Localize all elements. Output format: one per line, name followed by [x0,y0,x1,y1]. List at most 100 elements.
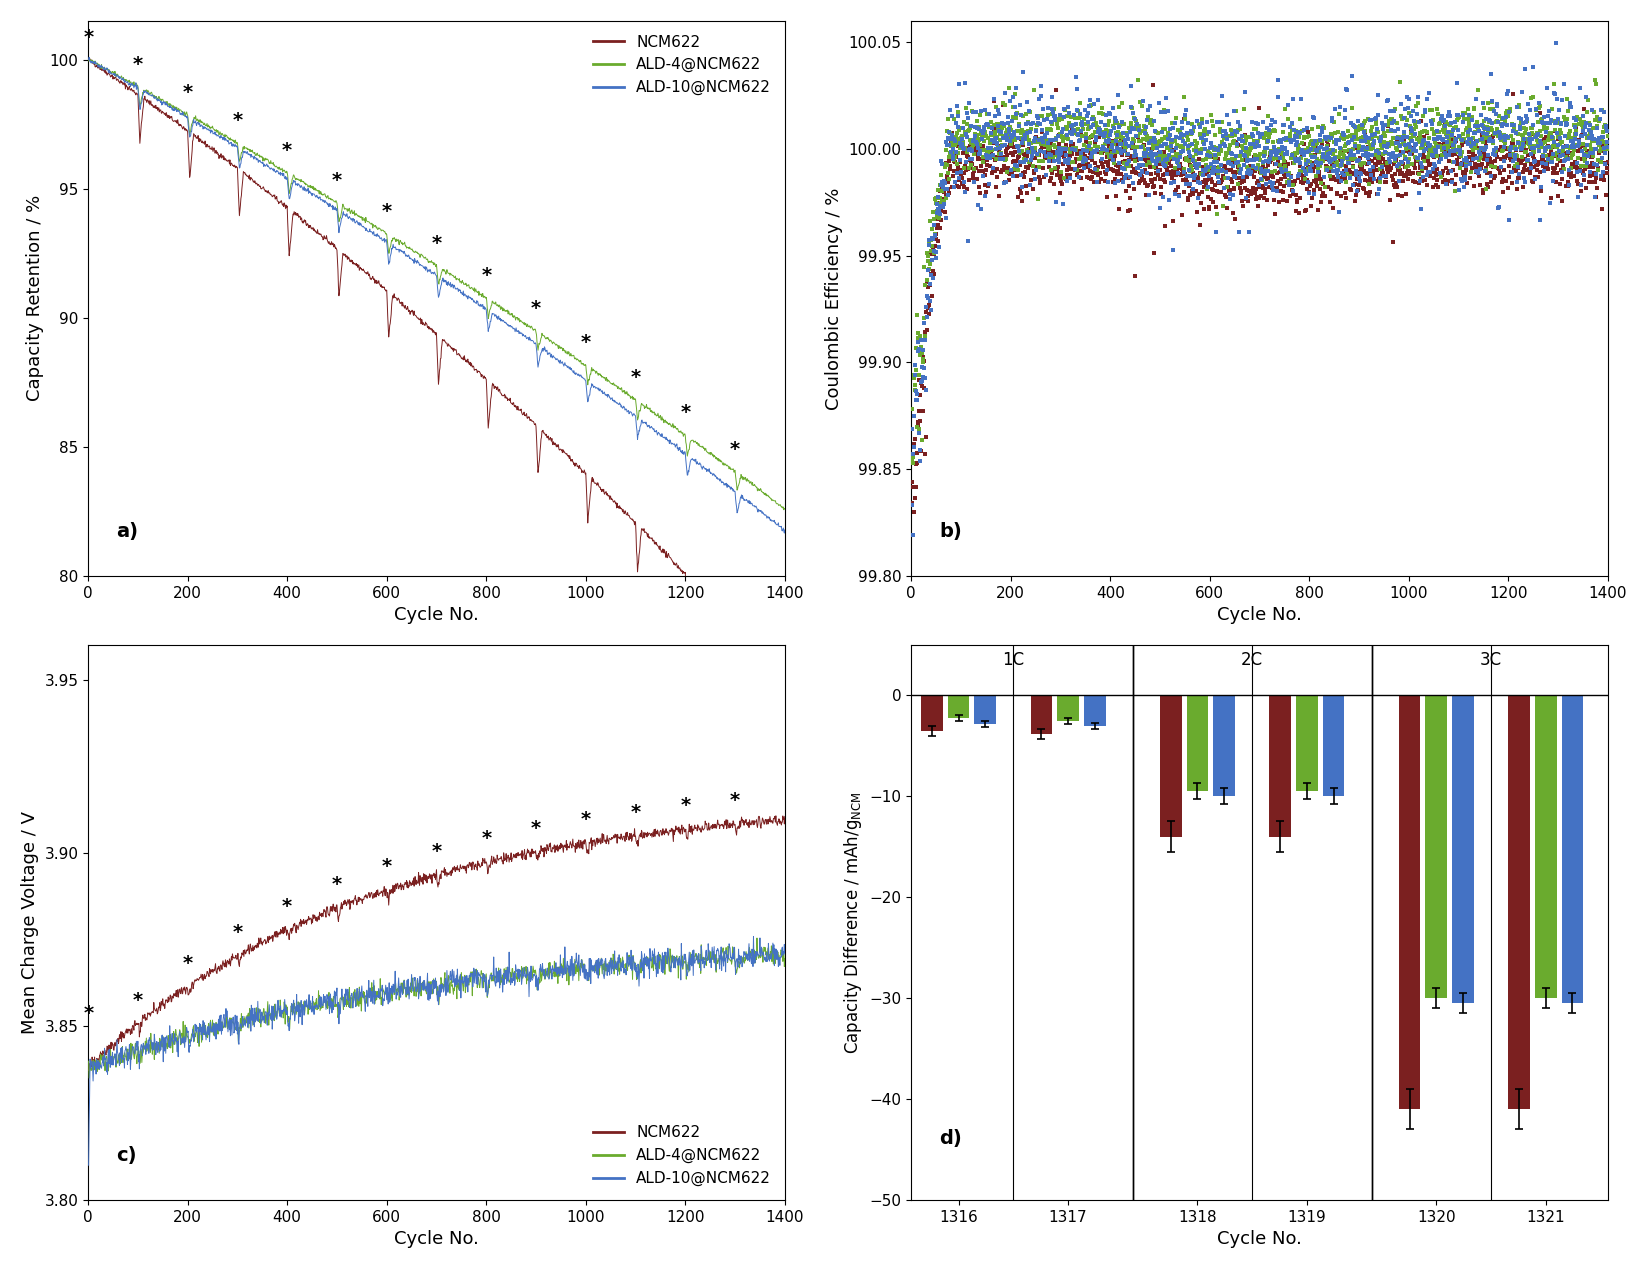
Point [1515,145,1541,165]
Point [1068,141,1094,161]
Point [1579,99,1605,119]
Point [1335,152,1361,173]
Point [900,495,926,515]
Point [966,138,992,159]
Point [1266,141,1292,161]
Point [1084,162,1111,183]
Point [1007,165,1033,185]
Point [949,137,976,157]
Point [1365,85,1391,105]
Point [1386,171,1412,192]
Point [1393,184,1419,204]
Point [1254,131,1280,151]
Point [1060,119,1086,140]
Point [1234,185,1261,206]
Point [1557,147,1584,168]
Point [1454,173,1480,193]
Point [1575,173,1602,193]
Point [920,268,946,288]
Point [1070,140,1096,160]
Point [1341,174,1368,194]
Point [999,142,1025,162]
Point [1261,190,1287,211]
Point [1248,126,1274,146]
Point [1070,147,1096,168]
Point [1131,135,1157,155]
Point [1104,126,1131,146]
Point [953,123,979,143]
Point [1480,154,1506,174]
Point [1340,156,1366,176]
Point [1140,151,1167,171]
Point [1454,155,1480,175]
Point [954,147,981,168]
Point [1381,170,1407,190]
Point [1285,203,1312,223]
Point [1483,94,1510,114]
Point [1127,131,1154,151]
Point [1332,169,1358,189]
Point [1427,109,1454,129]
Point [1284,135,1310,155]
Point [1386,155,1412,175]
Point [1276,165,1302,185]
Point [1402,150,1429,170]
Point [1032,146,1058,166]
Point [1282,143,1309,164]
Point [1168,123,1195,143]
Point [1274,143,1300,164]
Point [1333,160,1360,180]
Point [1172,133,1198,154]
Point [1147,102,1173,122]
Point [1312,148,1338,169]
Point [939,133,966,154]
Point [1076,168,1103,188]
Point [1074,114,1101,135]
Point [1132,146,1159,166]
Point [1231,169,1257,189]
Point [1020,142,1046,162]
Point [1353,146,1379,166]
Point [900,365,926,386]
Point [915,230,941,250]
Point [1277,129,1304,150]
Point [1147,145,1173,165]
Point [1018,146,1045,166]
Point [1482,124,1508,145]
Point [1147,198,1173,218]
Point [1299,174,1325,194]
Point [1124,150,1150,170]
Point [986,103,1012,123]
Point [1084,117,1111,137]
Point [1119,148,1145,169]
Point [1556,142,1582,162]
Point [1386,157,1412,178]
Point [1435,161,1462,181]
Point [1363,108,1389,128]
Point [921,236,948,256]
Point [1386,157,1412,178]
Point [1455,154,1482,174]
Point [1005,114,1032,135]
Point [944,154,971,174]
Point [1475,162,1501,183]
Point [1396,169,1422,189]
Point [1277,171,1304,192]
Point [1310,118,1337,138]
Point [1379,143,1406,164]
Point [1119,173,1145,193]
Point [1290,127,1317,147]
Point [967,183,994,203]
Point [1180,114,1206,135]
Point [1027,170,1053,190]
Point [1244,132,1271,152]
Point [1419,114,1445,135]
Point [1439,173,1465,193]
Point [1017,133,1043,154]
Point [913,270,939,291]
Point [1066,155,1093,175]
Point [1521,151,1547,171]
Point [1073,100,1099,121]
Point [1061,140,1088,160]
Point [1017,150,1043,170]
